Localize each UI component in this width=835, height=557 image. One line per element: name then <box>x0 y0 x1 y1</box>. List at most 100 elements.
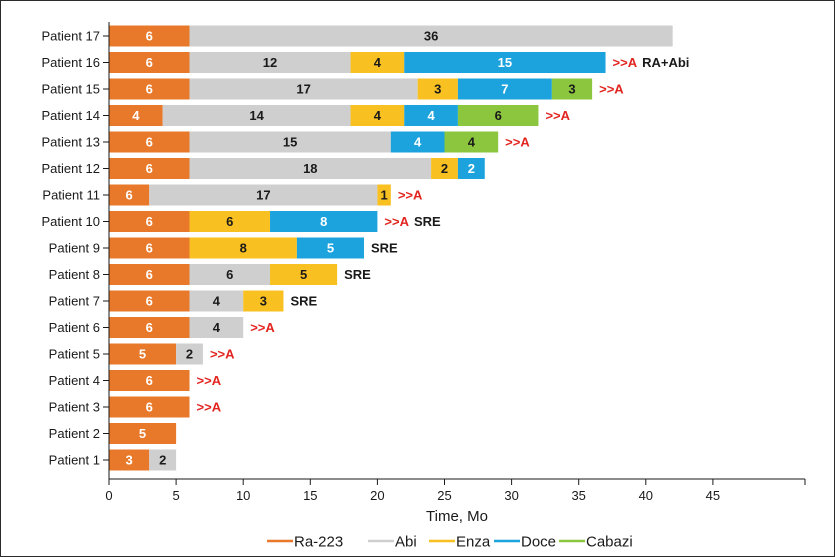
legend-label: Doce <box>521 534 556 551</box>
bar-segment-label: 3 <box>568 82 575 97</box>
y-tick-label: Patient 6 <box>49 320 100 335</box>
y-tick-label: Patient 4 <box>49 373 100 388</box>
y-tick-label: Patient 16 <box>41 55 100 70</box>
bar-annotation: >>A <box>613 55 638 70</box>
bar-segment-label: 17 <box>296 82 310 97</box>
bar-annotation: SRE <box>371 241 398 256</box>
bar-segment <box>431 158 458 179</box>
bar-segment-label: 36 <box>424 29 438 44</box>
bar-segment <box>377 184 391 206</box>
bar-annotation: >>A <box>210 347 235 362</box>
legend-label: Abi <box>395 534 417 551</box>
x-tick-label: 45 <box>706 488 720 503</box>
bar-segment-label: 2 <box>159 453 166 468</box>
y-tick-label: Patient 9 <box>49 241 100 256</box>
y-tick-label: Patient 7 <box>49 294 100 309</box>
bar-segment <box>109 317 190 338</box>
x-tick-label: 40 <box>639 488 653 503</box>
bar-annotation: >>A <box>250 320 275 335</box>
bar-segment <box>109 237 190 259</box>
legend-label: Enza <box>456 534 491 551</box>
bar-segment <box>149 449 177 471</box>
bar-segment-label: 2 <box>186 347 193 362</box>
bar-segment <box>457 105 539 126</box>
bar-segment-label: 15 <box>283 135 297 150</box>
bar-segment <box>350 105 405 126</box>
bar-segment-label: 5 <box>327 241 334 256</box>
bar-segment <box>189 52 351 73</box>
bar-segment <box>109 184 150 206</box>
bar-segment <box>109 158 190 179</box>
bar-segment-label: 15 <box>498 55 512 70</box>
bar-segment-label: 4 <box>374 108 382 123</box>
x-tick-label: 30 <box>504 488 518 503</box>
bar-segment-label: 12 <box>263 55 277 70</box>
bar-segment-label: 6 <box>146 55 153 70</box>
bar-segment <box>109 131 190 153</box>
bar-segment-label: 6 <box>146 241 153 256</box>
bar-annotation: >>A <box>398 188 423 203</box>
bar-segment <box>189 290 244 312</box>
bar-segment <box>296 237 364 259</box>
bar-segment-label: 4 <box>132 108 140 123</box>
bar-segment-label: 4 <box>374 55 382 70</box>
y-tick-label: Patient 5 <box>49 347 100 362</box>
bar-segment <box>390 131 445 153</box>
bar-annotation: >>A <box>384 214 409 229</box>
bar-annotation: >>A <box>599 82 624 97</box>
legend: Ra-223 Abi Enza Doce Cabazi <box>267 534 633 551</box>
y-tick-label: Patient 14 <box>41 108 100 123</box>
bar-segment-label: 6 <box>146 373 153 388</box>
bar-segment <box>109 211 190 232</box>
x-tick-label: 20 <box>370 488 384 503</box>
bar-segment <box>404 52 606 73</box>
bar-annotation: >>A <box>505 135 530 150</box>
x-tick-label: 35 <box>571 488 585 503</box>
x-tick-label: 25 <box>437 488 451 503</box>
bar-segment-label: 6 <box>146 82 153 97</box>
bar-annotation: SRE <box>344 267 371 282</box>
bar-segment-label: 8 <box>320 214 327 229</box>
bar-segment <box>109 264 190 285</box>
bar-segment <box>109 396 190 418</box>
y-tick-label: Patient 13 <box>41 135 100 150</box>
bar-segment-label: 4 <box>468 135 476 150</box>
bar-segment-label: 3 <box>126 453 133 468</box>
y-tick-label: Patient 10 <box>41 214 100 229</box>
bar-segment-label: 17 <box>256 188 270 203</box>
legend-label: Ra-223 <box>294 534 343 551</box>
bar-segment-label: 3 <box>260 294 267 309</box>
bar-segment-label: 14 <box>249 108 264 123</box>
bar-segment <box>457 78 552 100</box>
bar-segment-label: 5 <box>300 267 307 282</box>
bar-segment-label: 4 <box>213 294 221 309</box>
bar-segment <box>189 158 432 179</box>
bar-segment-label: 2 <box>441 161 448 176</box>
bar-segment-label: 3 <box>434 82 441 97</box>
y-tick-label: Patient 11 <box>42 188 100 203</box>
bar-segment-label: 6 <box>146 161 153 176</box>
bar-segment <box>109 290 190 312</box>
bar-segment <box>176 343 203 365</box>
bar-segment-label: 7 <box>501 82 508 97</box>
bar-segment-label: 6 <box>146 267 153 282</box>
bar-segment-label: 2 <box>468 161 475 176</box>
bar-segment <box>109 25 190 47</box>
bar-segment-label: 18 <box>303 161 317 176</box>
bar-segment <box>189 264 271 285</box>
bar-segment <box>444 131 499 153</box>
y-tick-label: Patient 8 <box>49 267 100 282</box>
y-tick-label: Patient 3 <box>49 400 100 415</box>
bar-segment <box>404 105 458 126</box>
bar-segment <box>417 78 458 100</box>
y-tick-label: Patient 12 <box>41 161 100 176</box>
bar-segment-label: 6 <box>226 214 233 229</box>
bar-segment <box>109 105 163 126</box>
bar-segment <box>109 343 177 365</box>
legend-label: Cabazi <box>586 534 633 551</box>
bar-segment <box>189 211 271 232</box>
bar-segment <box>270 211 378 232</box>
